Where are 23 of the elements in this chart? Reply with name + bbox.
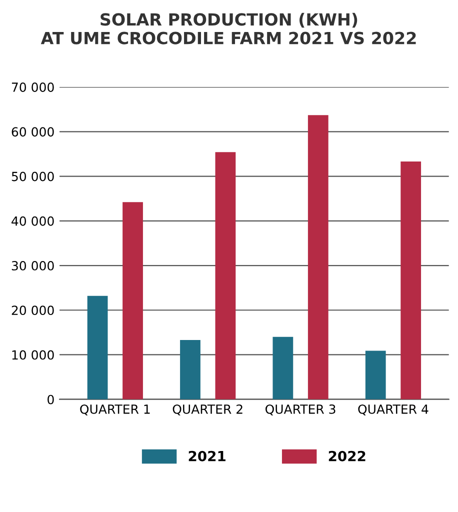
chart-title: SOLAR PRODUCTION (KWH) AT UME CROCODILE FARM 2021 VS 2022 bbox=[40, 12, 416, 44]
bar bbox=[180, 340, 200, 400]
y-tick-label: 0 bbox=[48, 394, 54, 404]
y-tick-label: 20 000 bbox=[12, 306, 54, 316]
legend-label: 2021 bbox=[188, 450, 226, 462]
y-tick-label: 10 000 bbox=[12, 350, 54, 360]
bar bbox=[122, 202, 143, 400]
x-tick-label: QUARTER 2 bbox=[172, 404, 242, 416]
x-tick-label: QUARTER 4 bbox=[358, 404, 428, 416]
bar bbox=[215, 152, 236, 400]
bar bbox=[272, 336, 294, 400]
x-tick-label: QUARTER 3 bbox=[266, 404, 336, 416]
y-tick-label: 40 000 bbox=[12, 216, 54, 226]
x-tick-label: QUARTER 1 bbox=[80, 404, 150, 416]
y-tick-label: 60 000 bbox=[12, 127, 54, 137]
y-tick-label: 70 000 bbox=[12, 82, 54, 92]
bar bbox=[87, 296, 108, 400]
bar bbox=[400, 162, 422, 400]
y-tick-label: 30 000 bbox=[12, 260, 54, 270]
y-tick-label: 50 000 bbox=[12, 172, 54, 182]
legend-label: 2022 bbox=[328, 450, 366, 462]
bar bbox=[365, 350, 386, 400]
bar bbox=[308, 115, 328, 400]
